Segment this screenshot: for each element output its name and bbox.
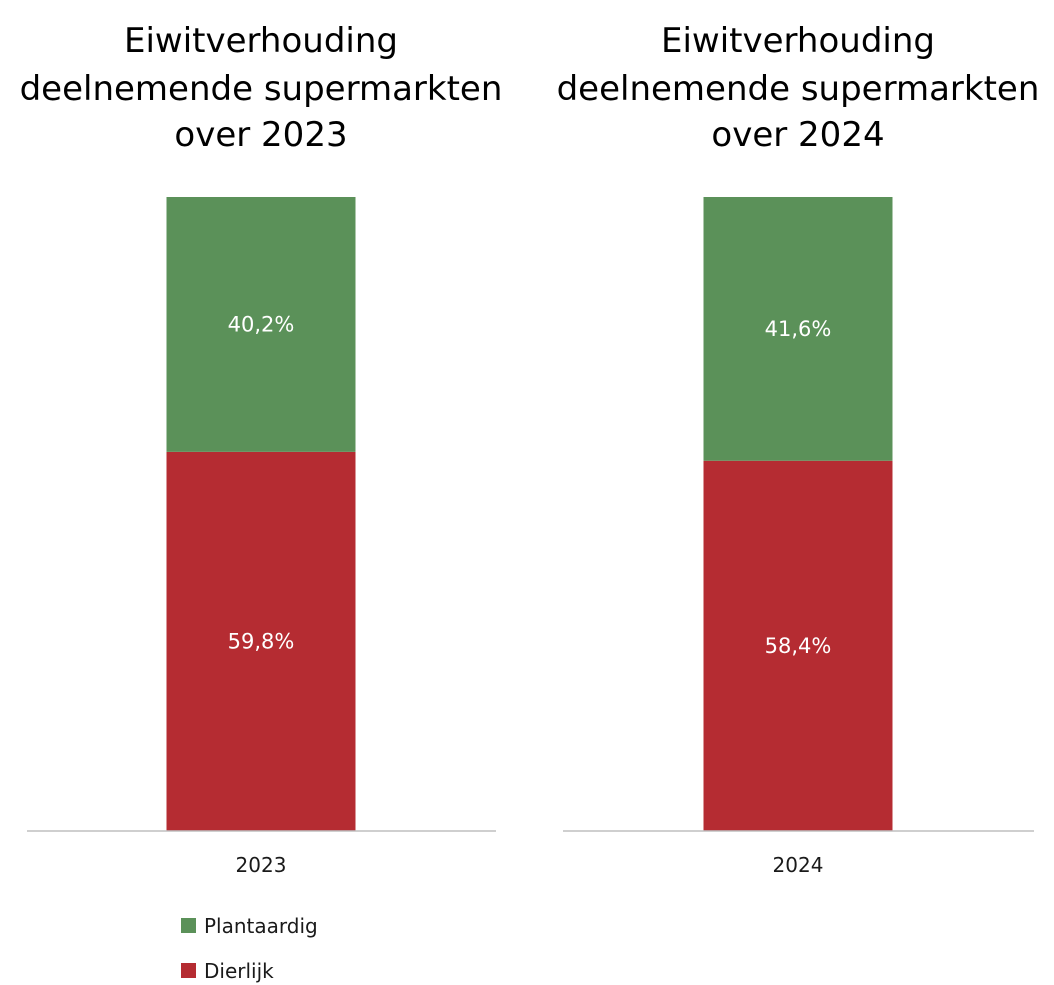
chart-panel-2024: Eiwitverhouding deelnemende supermarkten…: [557, 21, 1040, 877]
data-label: 40,2%: [228, 312, 295, 336]
bar-segment-plantaardig: [703, 197, 893, 461]
x-tick-label: 2024: [773, 853, 824, 877]
legend-label: Plantaardig: [204, 914, 318, 938]
chart-title-line: deelnemende supermarkten: [20, 69, 503, 109]
x-tick-label: 2023: [236, 853, 287, 877]
legend-label: Dierlijk: [204, 959, 274, 983]
bar-segment-dierlijk: [703, 460, 893, 831]
chart-title-line: over 2023: [174, 115, 347, 155]
chart-title-line: Eiwitverhouding: [124, 21, 398, 61]
chart-panel-2023: Eiwitverhouding deelnemende supermarkten…: [20, 21, 503, 877]
bar-segment-dierlijk: [166, 451, 356, 831]
chart-title-line: over 2024: [711, 115, 884, 155]
data-label: 41,6%: [765, 317, 832, 341]
bar-stack: 59,8% 40,2%: [166, 197, 356, 831]
legend-swatch-dierlijk: [181, 963, 196, 978]
chart-title-line: Eiwitverhouding: [661, 21, 935, 61]
chart-title-line: deelnemende supermarkten: [557, 69, 1040, 109]
data-label: 58,4%: [765, 634, 832, 658]
legend: Plantaardig Dierlijk: [181, 914, 318, 983]
bar-segment-plantaardig: [166, 197, 356, 452]
data-label: 59,8%: [228, 629, 295, 653]
bar-stack: 58,4% 41,6%: [703, 197, 893, 831]
legend-swatch-plantaardig: [181, 918, 196, 933]
